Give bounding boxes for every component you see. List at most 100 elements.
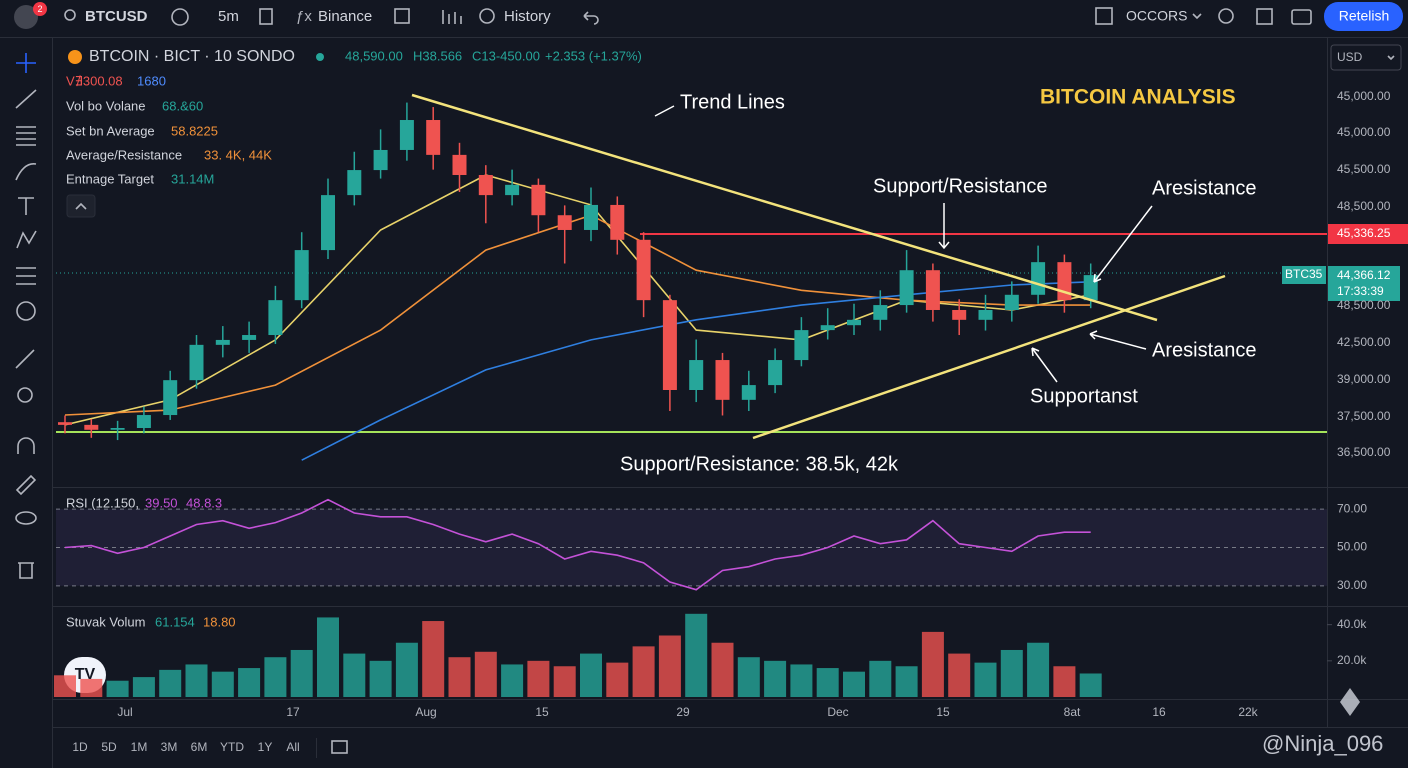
settings-icon[interactable]	[1218, 8, 1234, 24]
pane-value: 39.50	[145, 495, 178, 510]
volume-bar	[264, 657, 287, 697]
volume-bar	[974, 662, 997, 697]
exchange[interactable]: Binance	[318, 8, 372, 25]
magnet-tool[interactable]	[17, 437, 35, 454]
prediction-tool[interactable]	[16, 267, 36, 285]
lock-tool[interactable]	[15, 474, 37, 496]
candle-icon[interactable]	[259, 8, 273, 25]
pane-value: 48.8.3	[186, 495, 222, 510]
history[interactable]: History	[504, 8, 551, 25]
range-button[interactable]: 1Y	[258, 740, 273, 754]
last-price-box	[1328, 266, 1400, 301]
annotation: Support/Resistance: 38.5k, 42k	[620, 453, 899, 475]
ruler-tool[interactable]	[15, 349, 35, 369]
candle-body	[715, 360, 730, 400]
range-button[interactable]: 6M	[191, 740, 208, 754]
volume-bar	[895, 666, 918, 697]
chart-icon[interactable]	[442, 10, 462, 24]
arrow	[1089, 330, 1147, 350]
symbol-tag-box	[1282, 266, 1326, 284]
last-price: 44,366.12	[1337, 268, 1391, 282]
range-button[interactable]: 1M	[131, 740, 148, 754]
interval[interactable]: 5m	[218, 8, 239, 25]
time-label: Jul	[117, 705, 132, 719]
emoji-tool[interactable]	[16, 301, 36, 321]
candle-body	[978, 309, 993, 320]
legend-close: C13-450.00	[472, 48, 540, 63]
legend-price: 48,590.00	[345, 48, 403, 63]
checkbox[interactable]	[1095, 7, 1113, 25]
text-tool[interactable]	[18, 197, 34, 215]
fib-tool[interactable]	[16, 126, 36, 146]
drawing-toolbar	[0, 38, 52, 768]
zoom-tool[interactable]	[17, 387, 33, 403]
volume-bar	[132, 677, 155, 697]
chevron	[1192, 13, 1202, 20]
volume-bar	[606, 662, 629, 697]
layout-name[interactable]: OCCORS	[1126, 8, 1187, 24]
volume-bar	[317, 617, 339, 697]
add-icon[interactable]	[171, 8, 189, 26]
publish-label: Retelish	[1339, 8, 1390, 24]
history-icon	[479, 8, 495, 24]
candle-body	[294, 250, 309, 301]
volume-bar	[869, 660, 892, 697]
y-tick-label: 30.00	[1337, 578, 1367, 592]
camera-icon[interactable]	[1291, 9, 1312, 25]
visibility-tool[interactable]	[15, 511, 37, 525]
range-button[interactable]: YTD	[220, 740, 244, 754]
volume-bar	[580, 653, 602, 697]
trend-line[interactable]	[411, 93, 1158, 322]
legend-value: 58.8225	[171, 123, 218, 138]
volume-bar	[395, 642, 418, 697]
pane-title: RSI (12.150,	[66, 495, 139, 510]
candle-body	[689, 360, 704, 391]
trend-line[interactable]	[752, 274, 1226, 440]
legend-title: BTCOIN · BICT · 10 SONDO	[89, 48, 295, 65]
range-button[interactable]: All	[286, 740, 299, 754]
publish-button[interactable]	[1324, 2, 1403, 31]
brush-tool[interactable]	[15, 163, 37, 181]
candle-body	[110, 427, 125, 430]
pattern-tool[interactable]	[16, 230, 37, 249]
price-label: 48,500.00	[1337, 298, 1391, 312]
currency-select[interactable]	[1330, 44, 1402, 71]
time-label: 22k	[1238, 705, 1258, 719]
volume-bar	[816, 668, 839, 697]
range-button[interactable]: 5D	[101, 740, 117, 754]
volume-bar	[527, 660, 550, 697]
line-tool[interactable]	[15, 89, 37, 109]
legend-label: Average/Resistance	[66, 147, 182, 162]
avatar[interactable]	[14, 5, 38, 29]
price-label: 37,500.00	[1337, 409, 1391, 423]
volume-bar	[448, 657, 471, 697]
date-range-icon[interactable]	[331, 740, 348, 754]
candle-body	[505, 184, 520, 196]
candle-body	[268, 300, 283, 336]
time-label: 8at	[1064, 705, 1081, 719]
candle-body	[84, 424, 99, 430]
range-button[interactable]: 3M	[161, 740, 178, 754]
candle-body	[452, 154, 467, 175]
fullscreen-icon[interactable]	[1256, 8, 1273, 25]
volume-bar	[790, 664, 813, 697]
collapse-button[interactable]	[66, 194, 96, 218]
range-button[interactable]: 1D	[72, 740, 88, 754]
crosshair-tool[interactable]	[16, 53, 36, 73]
layout-icon[interactable]	[394, 8, 410, 24]
symbol[interactable]: BTCUSD	[85, 8, 148, 25]
time-label: 16	[1152, 705, 1166, 719]
volume-bar	[711, 642, 734, 697]
undo-icon[interactable]	[583, 11, 599, 25]
candle-body	[242, 335, 257, 340]
legend-value: 33. 4K, 44K	[204, 147, 272, 162]
volume-bar	[553, 666, 576, 697]
candle-body	[373, 149, 388, 171]
candle-body	[899, 270, 914, 306]
currency: USD	[1337, 50, 1363, 64]
legend-high: H38.566	[413, 48, 462, 63]
arrow	[654, 105, 675, 117]
trash-tool[interactable]	[18, 562, 34, 579]
volume-bar	[54, 675, 76, 697]
